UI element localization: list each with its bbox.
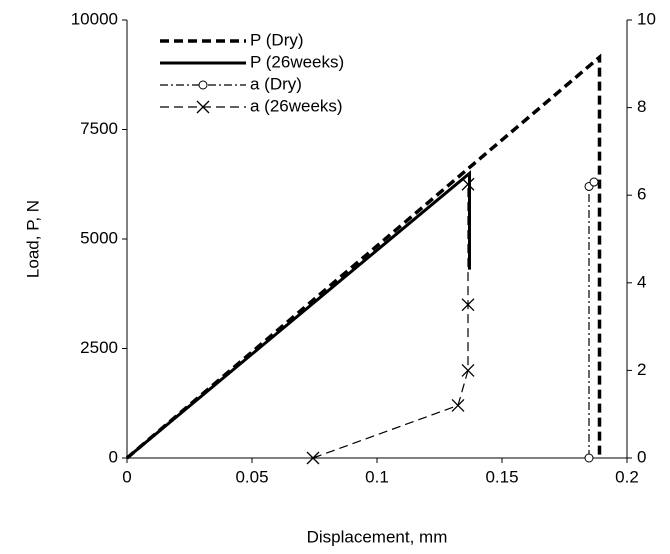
marker (461, 298, 475, 312)
legend-label: P (Dry) (250, 30, 304, 49)
x-tick-label: 0.2 (615, 467, 639, 486)
y-tick-label: 10000 (71, 9, 118, 28)
y2-tick-label: 6 (637, 185, 646, 204)
y2-tick-label: 0 (637, 447, 646, 466)
marker (451, 398, 465, 412)
marker (306, 451, 320, 465)
y-tick-label: 5000 (80, 228, 118, 247)
y-tick-label: 2500 (80, 338, 118, 357)
x-tick-label: 0.15 (485, 467, 518, 486)
series-line (126, 170, 471, 460)
legend-marker (196, 100, 210, 114)
x-tick-label: 0 (122, 467, 131, 486)
y-tick-label: 0 (109, 447, 118, 466)
marker (584, 453, 594, 463)
y2-tick-label: 4 (637, 272, 646, 291)
legend-marker (198, 80, 208, 90)
series-line (588, 181, 595, 458)
y2-tick-label: 10 (637, 9, 656, 28)
y2-tick-label: 8 (637, 97, 646, 116)
legend-label: a (26weeks) (250, 96, 343, 115)
marker (589, 177, 599, 187)
marker (461, 177, 475, 191)
legend-label: a (Dry) (250, 74, 302, 93)
y-tick-label: 7500 (80, 119, 118, 138)
marker (461, 363, 475, 377)
x-axis-title: Displacement, mm (307, 527, 448, 546)
series-line (125, 53, 602, 460)
series-line (312, 184, 469, 459)
x-tick-label: 0.05 (235, 467, 268, 486)
y2-tick-label: 2 (637, 360, 646, 379)
x-tick-label: 0.1 (365, 467, 389, 486)
y-axis-title: Load, P, N (23, 200, 42, 278)
legend-label: P (26weeks) (250, 52, 344, 71)
